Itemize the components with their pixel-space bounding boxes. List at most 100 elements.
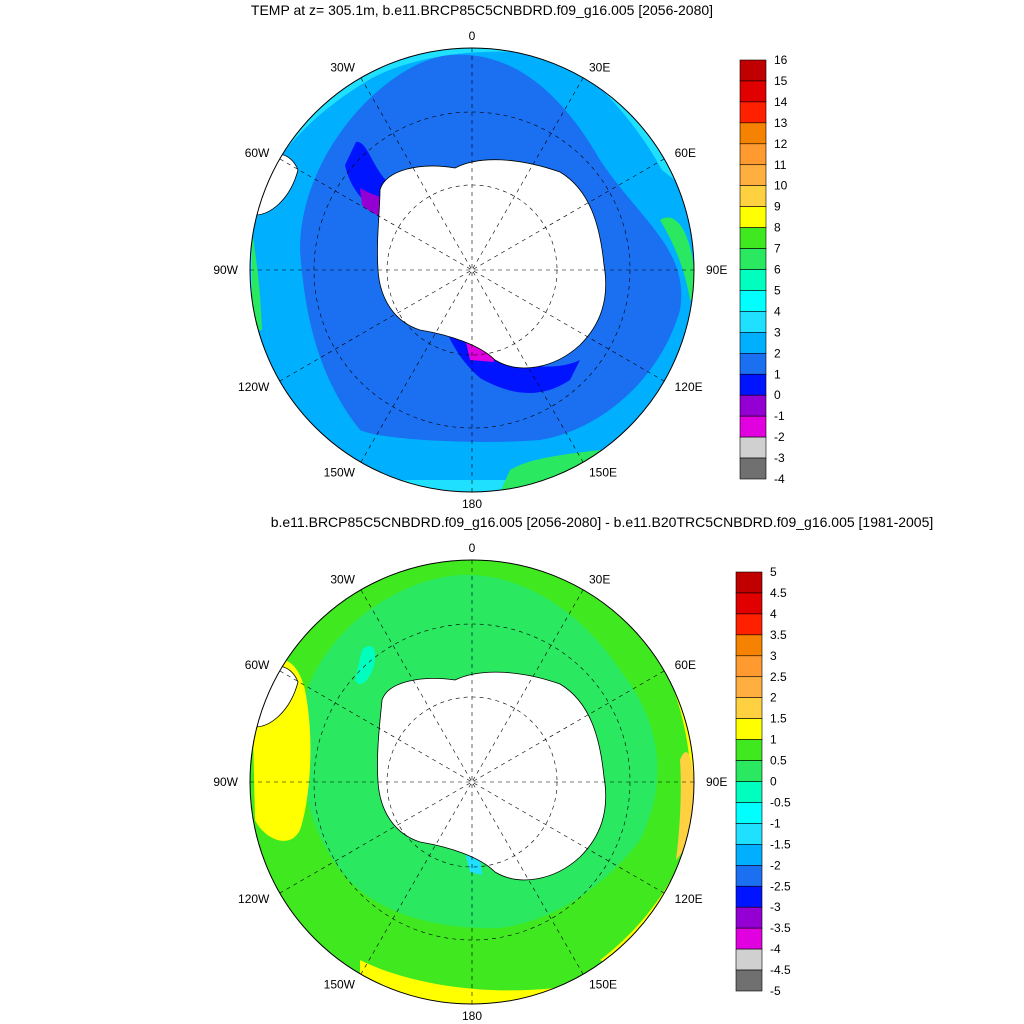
bottom-colorbar-box (735, 781, 763, 803)
bottom-colorbar-label: -0.5 (770, 795, 791, 809)
top-longitude-labels: 0 30E 60E 90E 120E 150E 180 150W 120W 90W 60W 30W (213, 29, 727, 511)
top-colorbar-box (739, 436, 767, 459)
top-colorbar-box (739, 394, 767, 417)
top-colorbar-label: -2 (774, 430, 785, 444)
top-colorbar-label: -4 (774, 472, 785, 486)
bottom-colorbar-box (735, 613, 763, 636)
top-colorbar-label: 2 (774, 346, 781, 360)
top-colorbar-label: 10 (774, 179, 788, 193)
top-colorbar-box (739, 101, 767, 124)
top-colorbar-box (739, 373, 767, 396)
bottom-colorbar-box (735, 718, 763, 740)
bottom-colorbar-box (735, 969, 763, 992)
top-colorbar-box (739, 415, 767, 438)
top-colorbar-label: 12 (774, 137, 788, 151)
top-colorbar-label: 0 (774, 388, 781, 402)
bottom-colorbar-box (735, 885, 763, 908)
bottom-lon-label: 60W (245, 658, 270, 672)
top-lon-label: 60W (245, 146, 270, 160)
top-lon-label: 120W (238, 380, 270, 394)
bottom-colorbar-label: -2.5 (770, 879, 791, 893)
top-colorbar-label: 1 (774, 367, 781, 381)
top-field-warm-east (660, 217, 694, 300)
bottom-colorbar-box (735, 676, 763, 699)
bottom-colorbar-label: 0 (770, 775, 777, 789)
bottom-colorbar-label: -3 (770, 900, 781, 914)
bottom-colorbar-box (735, 634, 763, 657)
top-colorbar-box (739, 206, 767, 228)
bottom-colorbar-box (735, 697, 763, 719)
bottom-colorbar-label: -4.5 (770, 963, 791, 977)
top-colorbar-box (739, 143, 767, 166)
bottom-field-negative-weddell (355, 645, 376, 685)
bottom-map-boundary (249, 559, 695, 1005)
bottom-lon-label: 60E (675, 658, 696, 672)
top-colorbar-label: 4 (774, 304, 781, 318)
top-colorbar-label: -1 (774, 409, 785, 423)
top-colorbar-label: 5 (774, 283, 781, 297)
top-field-warm-west (252, 230, 262, 330)
top-lon-label: 30W (330, 60, 355, 74)
bottom-colorbar-label: -5 (770, 984, 781, 998)
bottom-lon-label: 180 (462, 1009, 482, 1023)
top-colorbar-box (739, 311, 767, 333)
bottom-field-positive-east-core (676, 752, 694, 860)
bottom-lon-label: 90E (706, 775, 727, 789)
bottom-colorbar-box (735, 844, 763, 866)
bottom-colorbar-box (735, 802, 763, 824)
bottom-colorbar-label: 1.5 (770, 712, 787, 726)
top-colorbar-label: 9 (774, 200, 781, 214)
top-meridian-line (360, 77, 584, 463)
top-colorbar-label: 7 (774, 242, 781, 256)
bottom-colorbar-label: 2 (770, 691, 777, 705)
top-map-boundary (249, 47, 695, 493)
bottom-colorbar-label: 4 (770, 607, 777, 621)
top-colorbar-box (739, 248, 767, 270)
top-lon-label: 150W (324, 466, 356, 480)
top-meridian-line (279, 158, 665, 382)
bottom-colorbar-box (735, 739, 763, 761)
bottom-polar-map: 0 30E 60E 90E 120E 150E 180 150W 120W 90W 60W 30W 5… (213, 541, 791, 1023)
top-colorbar-label: 11 (774, 158, 787, 172)
top-colorbar-box (739, 59, 767, 82)
top-lon-label: 0 (469, 29, 476, 43)
top-colorbar-box (739, 185, 767, 207)
bottom-colorbar-box (735, 760, 763, 782)
bottom-colorbar-label: 4.5 (770, 586, 787, 600)
top-lon-label: 60E (675, 146, 696, 160)
top-colorbar-label: -3 (774, 451, 785, 465)
top-colorbar-box (739, 269, 767, 291)
bottom-colorbar-box (735, 948, 763, 971)
top-colorbar-label: 13 (774, 116, 788, 130)
top-colorbar-label: 6 (774, 263, 781, 277)
top-colorbar-label: 8 (774, 221, 781, 235)
top-colorbar-box (739, 332, 767, 354)
bottom-meridian-line (360, 589, 584, 975)
top-lon-label: 120E (675, 380, 703, 394)
bottom-colorbar-label: 0.5 (770, 754, 787, 768)
bottom-colorbar-box (735, 927, 763, 950)
top-colorbar-box (739, 457, 767, 480)
bottom-lon-label: 90W (213, 775, 238, 789)
top-colorbar-box (739, 352, 767, 375)
top-lon-label: 30E (589, 60, 610, 74)
bottom-lon-label: 150W (324, 978, 356, 992)
top-colorbar-box (739, 164, 767, 187)
bottom-meridian-line (360, 589, 584, 975)
bottom-lon-label: 30W (330, 572, 355, 586)
bottom-colorbar-label: 3 (770, 649, 777, 663)
top-antarctica-land (377, 159, 607, 369)
bottom-map-title: b.e11.BRCP85C5CNBDRD.f09_g16.005 [2056-2… (270, 514, 934, 530)
bottom-colorbar-box (735, 571, 763, 594)
top-colorbar-box (739, 122, 767, 145)
bottom-longitude-labels: 0 30E 60E 90E 120E 150E 180 150W 120W 90W 60W 30W (213, 541, 727, 1023)
bottom-colorbar-label: -2 (770, 858, 781, 872)
bottom-colorbar: 5 4.5 4 3.5 3 2.5 2 1.5 1 0.5 0 -0.5 -1 -1.5 -2 -2.5 -3 -… (735, 565, 791, 998)
top-lon-label: 150E (589, 466, 617, 480)
bottom-colorbar-box (735, 655, 763, 678)
top-colorbar-label: 14 (774, 95, 788, 109)
bottom-lon-label: 120W (238, 892, 270, 906)
